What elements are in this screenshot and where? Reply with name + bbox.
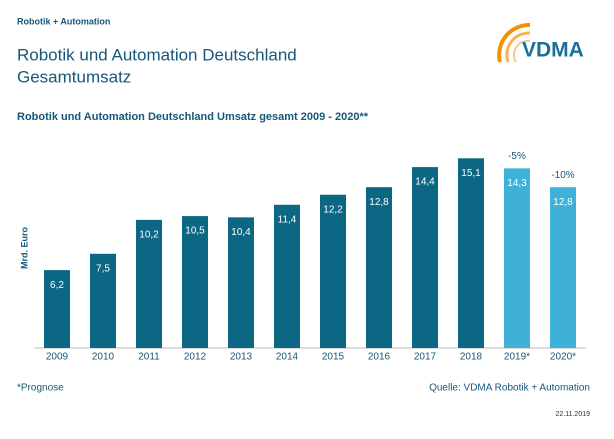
x-tick-label: 2019* (504, 352, 530, 363)
bar (366, 187, 392, 348)
value-label: 12,2 (323, 204, 343, 215)
slide-subtitle: Gesamtumsatz (17, 67, 131, 86)
x-tick-label: 2016 (368, 352, 391, 363)
value-label: 6,2 (50, 280, 64, 291)
bar (458, 158, 484, 348)
chart-title: Robotik und Automation Deutschland Umsat… (17, 111, 369, 123)
logo-text: VDMA (522, 39, 584, 62)
bar (90, 253, 116, 348)
value-label: 14,4 (415, 177, 435, 188)
x-tick-label: 2017 (414, 352, 437, 363)
source: Quelle: VDMA Robotik + Automation (429, 383, 590, 394)
logo-arc (505, 31, 531, 63)
bar (136, 219, 162, 348)
bar (182, 216, 208, 348)
bar (320, 194, 346, 348)
bar (504, 168, 530, 348)
footnote: *Prognose (17, 383, 64, 394)
value-label: 12,8 (553, 197, 573, 208)
bar (550, 187, 576, 348)
x-tick-label: 2014 (276, 352, 299, 363)
x-tick-label: 2012 (184, 352, 207, 363)
value-label: 14,3 (507, 178, 527, 189)
x-tick-label: 2009 (46, 352, 69, 363)
logo: VDMA (497, 22, 584, 63)
bar (44, 270, 70, 348)
logo-arc (497, 22, 531, 63)
logo-arc (513, 39, 531, 63)
slide-title: Robotik und Automation Deutschland (17, 45, 297, 64)
date: 22.11.2019 (555, 411, 590, 418)
annotation: -10% (551, 170, 574, 181)
x-tick-label: 2013 (230, 352, 253, 363)
x-tick-label: 2020* (550, 352, 576, 363)
x-tick-label: 2015 (322, 352, 345, 363)
value-label: 15,1 (461, 168, 481, 179)
x-tick-label: 2011 (138, 352, 160, 363)
y-axis-label: Mrd. Euro (19, 226, 29, 269)
annotation: -5% (508, 151, 526, 162)
section-label: Robotik + Automation (17, 16, 110, 26)
value-label: 10,5 (185, 226, 205, 237)
bar (274, 204, 300, 348)
value-label: 11,4 (278, 214, 297, 225)
x-tick-label: 2010 (92, 352, 115, 363)
value-label: 12,8 (369, 197, 389, 208)
value-label: 7,5 (96, 263, 110, 274)
value-label: 10,2 (139, 230, 159, 241)
x-tick-label: 2018 (460, 352, 483, 363)
bar (412, 167, 438, 348)
bar (228, 217, 254, 348)
value-label: 10,4 (231, 227, 251, 238)
